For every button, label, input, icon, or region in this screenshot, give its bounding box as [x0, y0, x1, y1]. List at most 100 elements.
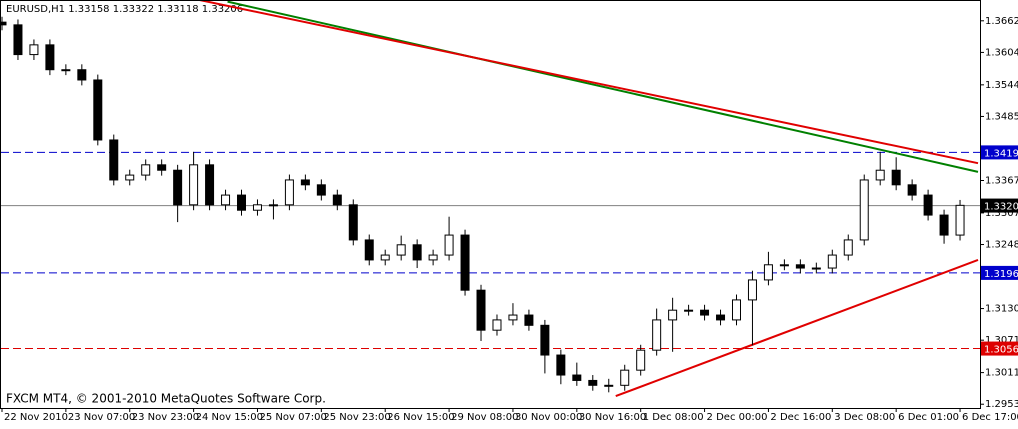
x-tick-label: 23 Nov 07:00 — [68, 412, 135, 423]
y-tick-label: 1.32485 — [985, 240, 1018, 251]
candle-body — [141, 164, 151, 176]
level-label-box — [981, 341, 1018, 356]
y-tick-label: 1.36040 — [985, 47, 1018, 58]
plot-layer — [0, 0, 980, 398]
y-tick-label: 1.36625 — [985, 16, 1018, 27]
candle-body — [189, 164, 199, 206]
candle-body — [444, 234, 454, 256]
candle-body — [588, 379, 598, 386]
candle-body — [348, 204, 358, 241]
trend-line — [615, 258, 979, 398]
candle-body — [125, 174, 135, 181]
candle-body — [939, 214, 949, 236]
trend-line — [199, 0, 979, 165]
level-label-box — [981, 265, 1018, 280]
y-tick-label: 1.33670 — [985, 175, 1018, 186]
candle-body — [93, 79, 103, 141]
candle-body — [221, 194, 231, 206]
candle-body — [364, 239, 374, 261]
x-tick-label: 30 Nov 00:00 — [515, 412, 582, 423]
x-tick-label: 1 Dec 08:00 — [643, 412, 704, 423]
candle-body — [77, 69, 87, 81]
copyright: FXCM MT4, © 2001-2010 MetaQuotes Softwar… — [6, 392, 326, 406]
candle-body — [668, 309, 678, 321]
candle-body — [891, 169, 901, 186]
candle-body — [61, 69, 71, 72]
candle-body — [508, 314, 518, 321]
y-tick-label: 1.34855 — [985, 111, 1018, 122]
candle-body — [492, 319, 502, 331]
candle-body — [252, 204, 262, 211]
level-label: 1.3056 — [984, 345, 1018, 356]
y-tick-label: 1.35440 — [985, 80, 1018, 91]
candle-body — [300, 179, 310, 186]
plot-frame — [0, 0, 981, 409]
candle-body — [109, 139, 119, 181]
y-tick-label: 1.30715 — [985, 335, 1018, 346]
candle-body — [859, 179, 869, 241]
y-tick-label: 1.33070 — [985, 208, 1018, 219]
candle-body — [604, 384, 614, 387]
candle-body — [795, 264, 805, 269]
trend-line — [227, 0, 979, 173]
candle-body — [380, 254, 390, 261]
level-label-box — [981, 145, 1018, 160]
candle-body — [205, 164, 215, 206]
x-tick-label: 24 Nov 15:00 — [196, 412, 263, 423]
candle-body — [13, 24, 23, 56]
candle-body — [173, 169, 183, 206]
x-tick-label: 22 Nov 2010 — [4, 412, 68, 423]
candle-body — [620, 369, 630, 386]
x-tick-label: 2 Dec 00:00 — [707, 412, 768, 423]
level-label-box — [981, 198, 1018, 213]
candle-body — [412, 244, 422, 261]
y-tick-label: 1.31300 — [985, 304, 1018, 315]
x-tick-label: 25 Nov 07:00 — [259, 412, 326, 423]
x-tick-label: 6 Dec 17:00 — [962, 412, 1018, 423]
candle-body — [237, 194, 247, 211]
candle-body — [763, 264, 773, 281]
candle-body — [0, 21, 7, 26]
candle-body — [45, 44, 55, 71]
level-label: 1.3196 — [984, 269, 1018, 280]
candle-body — [811, 267, 821, 270]
candle-body — [428, 254, 438, 261]
candle-body — [476, 289, 486, 331]
candle-body — [524, 314, 534, 326]
x-tick-label: 29 Nov 08:00 — [451, 412, 518, 423]
level-label: 1.3419 — [984, 148, 1018, 159]
candle-body — [700, 309, 710, 316]
x-tick-label: 3 Dec 08:00 — [834, 412, 895, 423]
x-tick-label: 30 Nov 16:00 — [579, 412, 646, 423]
y-tick-label: 1.29530 — [985, 399, 1018, 410]
candle-body — [652, 319, 662, 351]
x-tick-label: 25 Nov 23:00 — [323, 412, 390, 423]
candle-body — [460, 234, 470, 291]
candle-body — [284, 179, 294, 206]
candle-body — [843, 239, 853, 256]
candle-body — [716, 314, 726, 321]
candle-body — [157, 164, 167, 171]
candle-body — [747, 279, 757, 301]
candle-body — [684, 309, 694, 312]
chart-title: EURUSD,H1 1.33158 1.33322 1.33118 1.3320… — [6, 4, 243, 15]
candle-body — [396, 244, 406, 256]
candle-body — [268, 204, 278, 207]
candle-body — [572, 374, 582, 381]
candle-body — [540, 324, 550, 356]
candle-body — [875, 169, 885, 181]
plot-frame — [0, 0, 981, 409]
candle-body — [731, 299, 741, 321]
candle-body — [955, 204, 965, 236]
x-tick-label: 6 Dec 01:00 — [898, 412, 959, 423]
candle-body — [636, 349, 646, 371]
candle-body — [556, 354, 566, 376]
candle-body — [779, 264, 789, 267]
candle-body — [316, 184, 326, 196]
x-tick-label: 26 Nov 15:00 — [387, 412, 454, 423]
candle-body — [907, 184, 917, 196]
candle-body — [827, 254, 837, 269]
candle-body — [29, 44, 39, 56]
